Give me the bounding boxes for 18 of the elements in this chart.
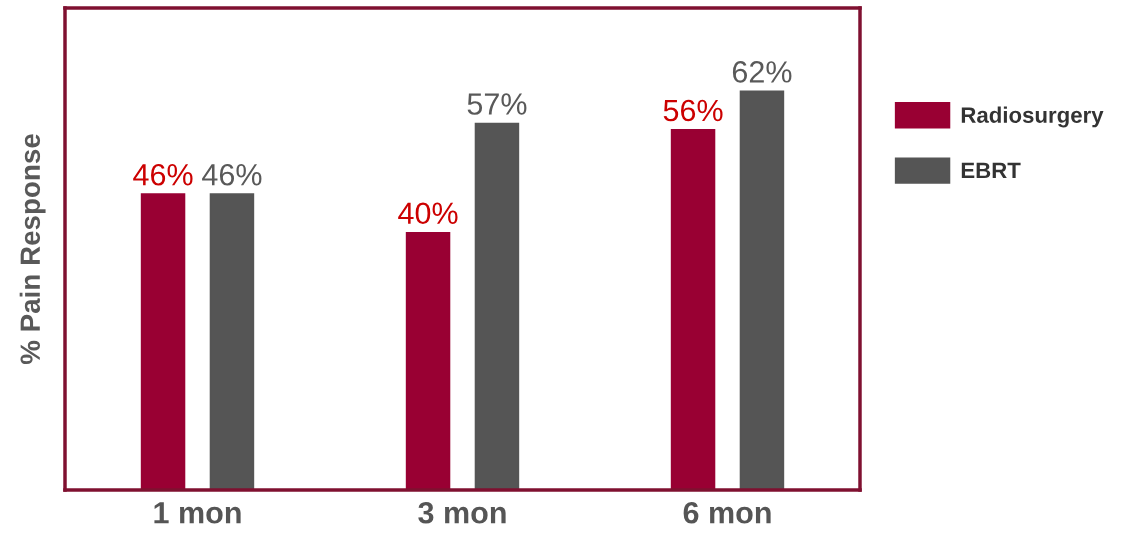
x-tick-label: 3 mon (418, 501, 506, 524)
bar (140, 193, 186, 490)
y-axis-title: % Pain Response (19, 134, 46, 365)
data-label: 62% (732, 61, 792, 83)
legend-label: EBRT (961, 162, 1021, 179)
bar (474, 122, 520, 490)
bar (209, 193, 255, 490)
bar (739, 90, 785, 490)
legend-label: Radiosurgery (961, 106, 1104, 128)
data-label: 57% (467, 93, 527, 115)
x-tick-label: 6 mon (683, 501, 771, 524)
bar (405, 231, 451, 490)
x-tick-label: 1 mon (154, 502, 241, 524)
data-label: 56% (663, 99, 723, 122)
data-label: 40% (398, 202, 458, 225)
bar (670, 129, 716, 490)
data-label: 46% (133, 163, 193, 186)
data-label: 46% (202, 163, 262, 186)
